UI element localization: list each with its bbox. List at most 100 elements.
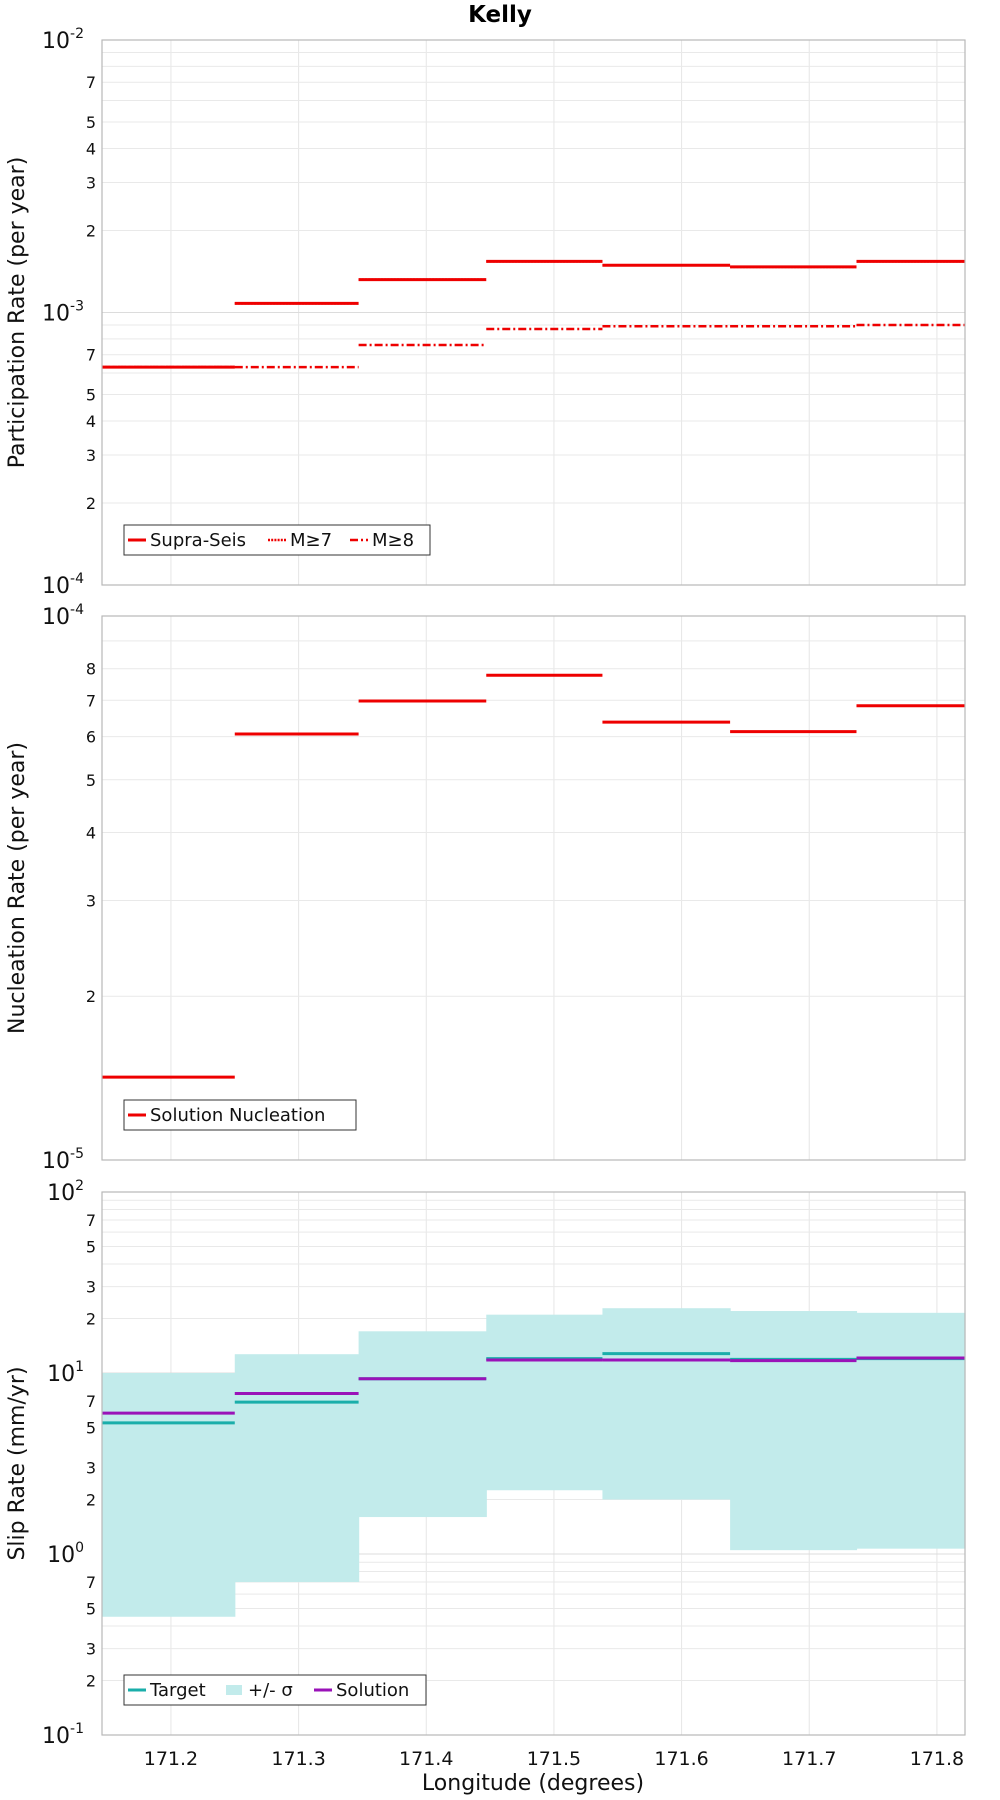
legend-swatch bbox=[226, 1685, 242, 1695]
x-tick-label: 171.5 bbox=[527, 1748, 581, 1770]
series-supra-seis bbox=[102, 259, 965, 369]
y-tick-label: 5 bbox=[86, 1599, 96, 1618]
y-tick-label: 3 bbox=[86, 1640, 96, 1659]
panel-1-grid bbox=[102, 40, 965, 585]
y-axis-label: Nucleation Rate (per year) bbox=[5, 742, 30, 1034]
y-axis-label: Slip Rate (mm/yr) bbox=[5, 1366, 30, 1560]
sigma-band-segment bbox=[730, 1311, 858, 1551]
y-major-tick-base: 10 bbox=[42, 574, 70, 599]
series-solution bbox=[102, 1356, 965, 1415]
y-major-tick-base: 10 bbox=[42, 605, 70, 630]
y-tick-label: 3 bbox=[86, 1278, 96, 1297]
y-tick-label: 7 bbox=[86, 1573, 96, 1592]
series-solution-nucleation bbox=[102, 673, 965, 1079]
y-tick-label: 2 bbox=[86, 1672, 96, 1691]
y-tick-label: 2 bbox=[86, 221, 96, 240]
sigma-band-segment bbox=[602, 1308, 731, 1500]
legend-label: +/- σ bbox=[248, 1680, 293, 1701]
y-tick-label: 2 bbox=[86, 494, 96, 513]
plot-frame bbox=[101, 615, 966, 1161]
legend-label: M≥7 bbox=[290, 530, 332, 551]
sigma-band bbox=[102, 1308, 966, 1617]
plot-frame bbox=[101, 39, 966, 586]
y-major-tick-base: 10 bbox=[47, 1543, 75, 1568]
panel-2-grid bbox=[102, 616, 965, 1160]
y-major-tick-label: 10-2 bbox=[42, 26, 84, 54]
y-tick-label: 6 bbox=[86, 728, 96, 747]
y-tick-label: 5 bbox=[86, 386, 96, 405]
y-tick-label: 7 bbox=[86, 691, 96, 710]
chart-title: Kelly bbox=[468, 2, 532, 28]
y-major-tick-label: 10-4 bbox=[42, 602, 84, 630]
y-major-tick-exponent: -1 bbox=[70, 1721, 84, 1737]
legend: Supra-Seis M≥7 M≥8 bbox=[123, 524, 431, 556]
y-major-tick-label: 10-1 bbox=[42, 1721, 84, 1749]
x-tick-label: 171.2 bbox=[144, 1748, 198, 1770]
legend-label: Target bbox=[149, 1680, 206, 1701]
y-major-tick-base: 10 bbox=[47, 1181, 75, 1206]
sigma-band-segment bbox=[856, 1312, 966, 1549]
sigma-band-segment bbox=[486, 1314, 604, 1491]
y-axis-label: Participation Rate (per year) bbox=[5, 157, 30, 469]
series-m-8 bbox=[102, 323, 965, 369]
y-major-tick-exponent: -5 bbox=[70, 1146, 84, 1162]
y-tick-label: 4 bbox=[86, 139, 96, 158]
legend-box bbox=[123, 524, 431, 556]
y-tick-label: 4 bbox=[86, 412, 96, 431]
x-axis-ticks: 171.2 171.3 171.4 171.5 171.6 171.7 171.8 bbox=[144, 1748, 964, 1770]
y-major-tick-base: 10 bbox=[47, 1362, 75, 1387]
y-major-tick-label: 10-4 bbox=[42, 571, 84, 599]
y-major-tick-base: 10 bbox=[42, 1724, 70, 1749]
y-tick-label: 7 bbox=[86, 346, 96, 365]
y-major-tick-exponent: 1 bbox=[75, 1359, 84, 1375]
x-tick-label: 171.3 bbox=[271, 1748, 325, 1770]
y-major-tick-label: 101 bbox=[47, 1359, 84, 1387]
legend-label: Solution Nucleation bbox=[150, 1105, 325, 1126]
y-major-tick-base: 10 bbox=[42, 302, 70, 327]
y-tick-label: 8 bbox=[86, 660, 96, 679]
y-tick-label: 4 bbox=[86, 823, 96, 842]
legend: Target +/- σ Solution bbox=[123, 1674, 427, 1706]
x-tick-label: 171.7 bbox=[782, 1748, 836, 1770]
legend-label: Solution bbox=[336, 1680, 409, 1701]
x-tick-label: 171.6 bbox=[654, 1748, 708, 1770]
y-tick-label: 5 bbox=[86, 113, 96, 132]
x-tick-label: 171.4 bbox=[399, 1748, 453, 1770]
y-major-tick-base: 10 bbox=[42, 29, 70, 54]
legend-label: M≥8 bbox=[372, 530, 414, 551]
y-tick-label: 7 bbox=[86, 73, 96, 92]
y-major-tick-label: 102 bbox=[47, 1178, 84, 1206]
y-major-tick-base: 10 bbox=[42, 1149, 70, 1174]
y-tick-label: 3 bbox=[86, 173, 96, 192]
y-major-tick-label: 10-5 bbox=[42, 1146, 84, 1174]
legend: Solution Nucleation bbox=[123, 1099, 357, 1131]
legend-box bbox=[123, 1674, 427, 1706]
x-axis-label: Longitude (degrees) bbox=[422, 1771, 644, 1796]
x-tick-label: 171.8 bbox=[910, 1748, 964, 1770]
y-tick-label: 2 bbox=[86, 1491, 96, 1510]
sigma-band-segment bbox=[358, 1331, 487, 1518]
series-m-7 bbox=[102, 260, 965, 369]
y-tick-label: 2 bbox=[86, 987, 96, 1006]
plot-frame bbox=[101, 1191, 966, 1736]
y-major-tick-label: 10-3 bbox=[42, 299, 84, 327]
y-major-tick-exponent: -3 bbox=[70, 299, 84, 315]
y-major-tick-exponent: -4 bbox=[70, 602, 84, 618]
y-major-tick-exponent: -2 bbox=[70, 26, 84, 42]
y-tick-label: 5 bbox=[86, 771, 96, 790]
y-major-tick-label: 100 bbox=[47, 1540, 84, 1568]
y-major-tick-exponent: 2 bbox=[75, 1178, 84, 1194]
legend-box bbox=[123, 1099, 357, 1131]
y-tick-label: 5 bbox=[86, 1237, 96, 1256]
y-tick-label: 3 bbox=[86, 446, 96, 465]
y-tick-label: 7 bbox=[86, 1392, 96, 1411]
y-tick-label: 5 bbox=[86, 1418, 96, 1437]
y-tick-label: 7 bbox=[86, 1211, 96, 1230]
y-major-tick-exponent: 0 bbox=[75, 1540, 84, 1556]
y-major-tick-exponent: -4 bbox=[70, 571, 84, 587]
